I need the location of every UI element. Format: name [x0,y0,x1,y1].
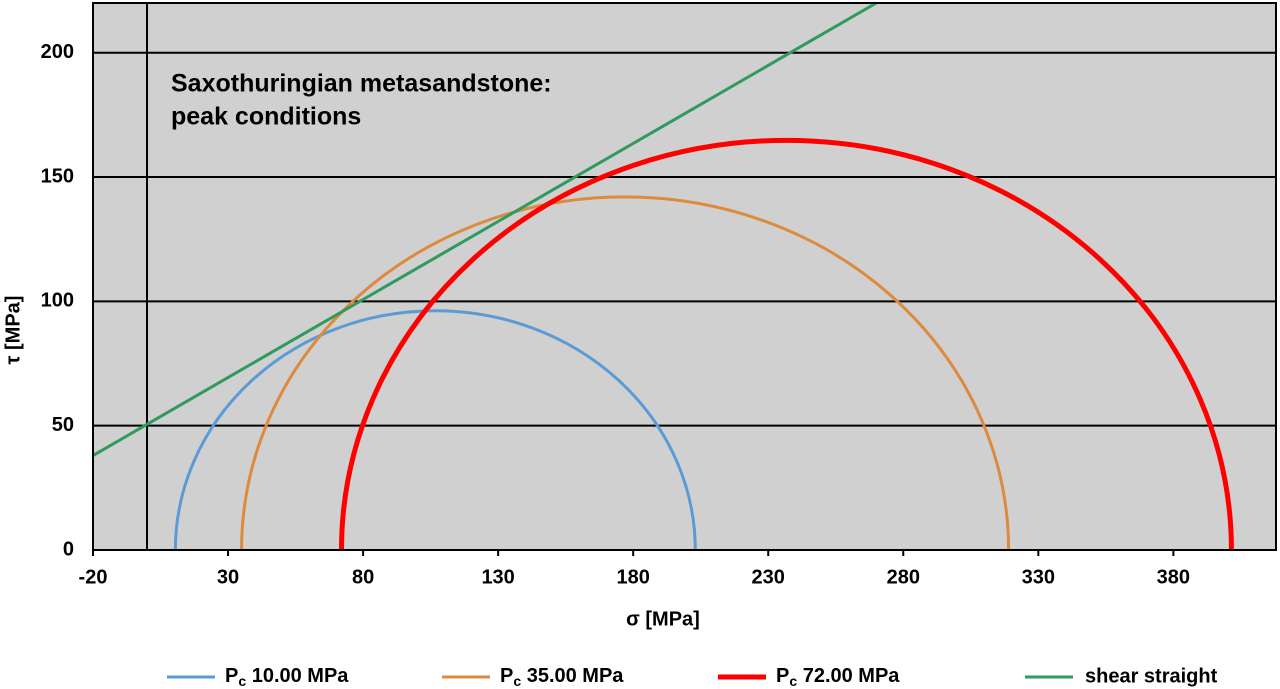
legend-label: Pc 35.00 MPa [500,665,624,688]
x-tick-label: 130 [481,566,514,588]
mohr-circle [240,195,1011,550]
legend-label: Pc 10.00 MPa [225,665,349,688]
y-axis-label: τ [MPa] [2,296,24,365]
x-tick-label: 230 [752,566,785,588]
marks [93,3,1231,550]
y-tick-label: 0 [63,538,74,560]
plot-border [92,2,1277,551]
legend-label: Pc 72.00 MPa [776,665,900,688]
x-tick-label: 330 [1022,566,1055,588]
x-tick-label: 280 [887,566,920,588]
x-tick-label: -20 [79,566,108,588]
x-tick-label: 180 [616,566,649,588]
y-tick-label: 100 [41,290,74,312]
x-tick-label: 380 [1157,566,1190,588]
x-axis-label: σ [MPa] [626,608,700,630]
x-tick-label: 30 [217,566,239,588]
annotation: Saxothuringian metasandstone: [171,70,552,98]
legend: Pc 10.00 MPa Pc 35.00 MPa Pc 72.00 MPa shea… [167,665,1218,689]
y-tick-label: 150 [41,165,74,187]
mohr-circle [173,309,697,550]
y-tick-label: 200 [41,41,74,63]
x-tick-label: 80 [352,566,374,588]
annotation: peak conditions [171,103,361,131]
legend-label: shear straight [1085,665,1218,687]
y-tick-label: 50 [52,414,74,436]
plot-area [93,3,1276,550]
ticks: 0 50 100 150 200 -20 30 80 130 180 230 280 330 380 [41,41,1190,588]
shear-line [93,3,878,457]
